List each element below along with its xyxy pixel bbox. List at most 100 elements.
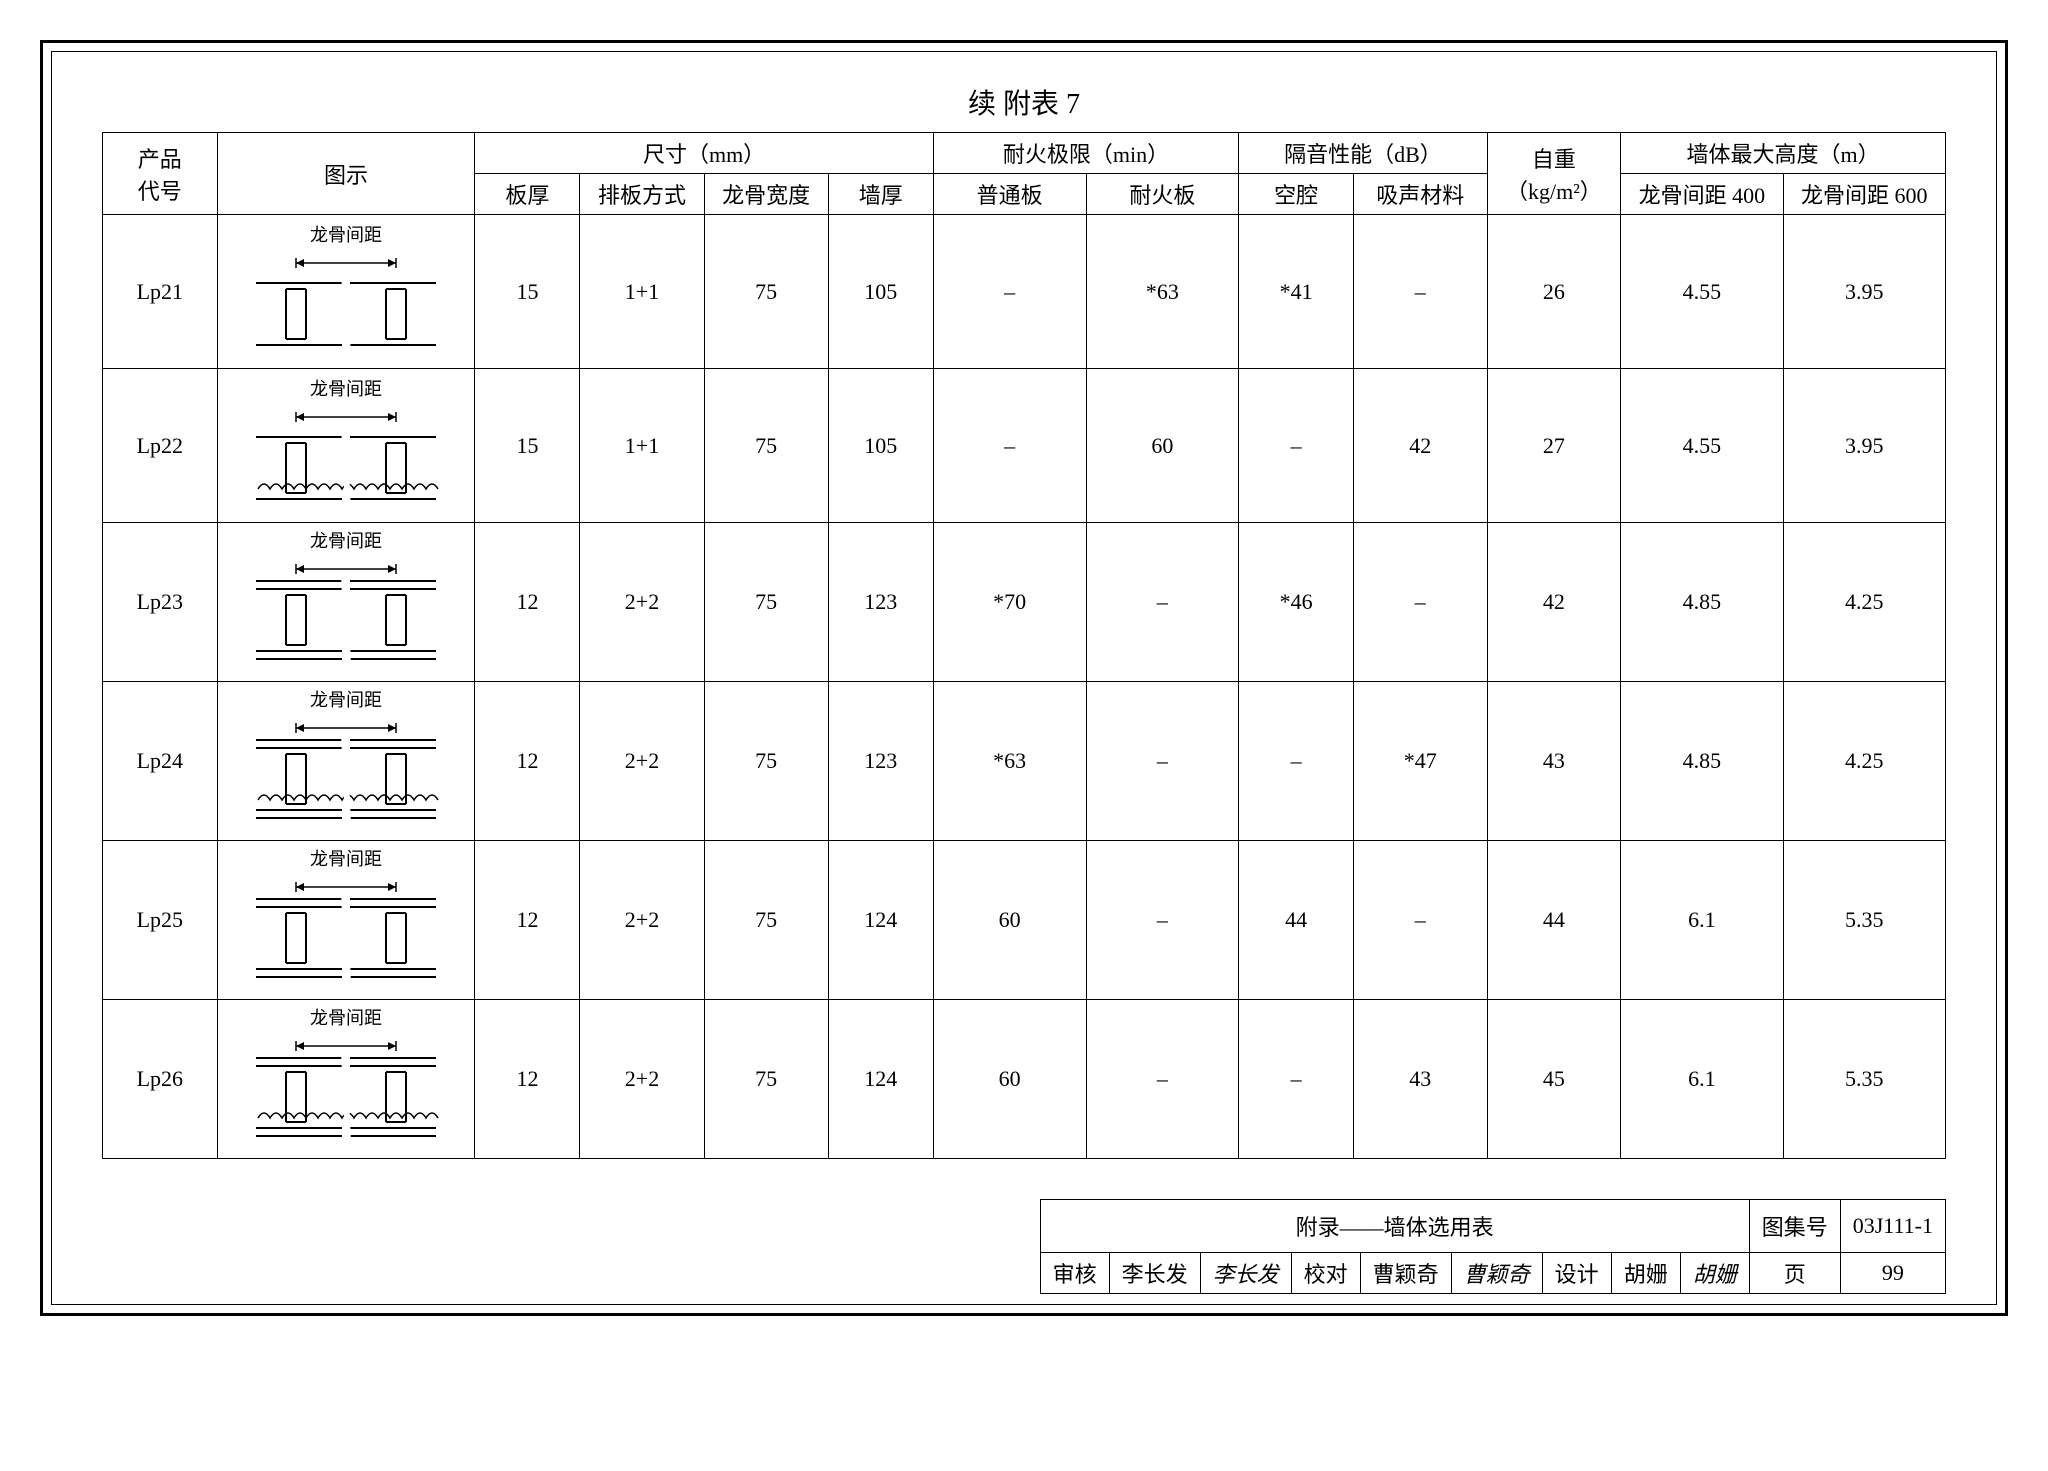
diagram-cell: 龙骨间距 — [217, 369, 475, 523]
cell: 6.1 — [1621, 841, 1783, 1000]
title-block-table: 附录——墙体选用表 图集号 03J111-1 审核 李长发 李长发 校对 曹颖奇… — [1040, 1199, 1946, 1294]
cell: 42 — [1353, 369, 1487, 523]
cell: 60 — [933, 1000, 1086, 1159]
review-signature: 李长发 — [1200, 1253, 1291, 1294]
outer-drawing-frame: 续 附表 7 产品代号 图示 尺寸（mm） 耐火极限（min） 隔音性能（dB）… — [40, 40, 2008, 1316]
hdr-fire: 耐火极限（min） — [933, 133, 1239, 174]
cell: 60 — [933, 841, 1086, 1000]
cell: *70 — [933, 523, 1086, 682]
cell: 15 — [475, 369, 580, 523]
table-row: Lp25龙骨间距122+27512460–44–446.15.35 — [103, 841, 1946, 1000]
review-name: 李长发 — [1109, 1253, 1200, 1294]
cell: – — [1353, 523, 1487, 682]
cell: – — [1086, 1000, 1239, 1159]
cell: 42 — [1487, 523, 1621, 682]
hdr-weight: 自重 （kg/m²） — [1487, 133, 1621, 215]
cell: – — [1086, 682, 1239, 841]
table-row: Lp22龙骨间距151+175105–60–42274.553.95 — [103, 369, 1946, 523]
cell: 5.35 — [1783, 1000, 1945, 1159]
table-row: Lp21龙骨间距151+175105–*63*41–264.553.95 — [103, 215, 1946, 369]
diagram-cell: 龙骨间距 — [217, 523, 475, 682]
cell: 3.95 — [1783, 215, 1945, 369]
cell: – — [933, 215, 1086, 369]
cell: 123 — [828, 682, 933, 841]
hdr-height-1: 龙骨间距 600 — [1783, 174, 1945, 215]
cell: Lp22 — [103, 369, 218, 523]
cell: – — [1239, 1000, 1354, 1159]
inner-drawing-frame: 续 附表 7 产品代号 图示 尺寸（mm） 耐火极限（min） 隔音性能（dB）… — [51, 51, 1997, 1305]
cell: *47 — [1353, 682, 1487, 841]
cell: 12 — [475, 523, 580, 682]
cell: 75 — [704, 215, 828, 369]
cell: 2+2 — [580, 682, 704, 841]
cell: 75 — [704, 1000, 828, 1159]
set-value: 03J111-1 — [1840, 1200, 1945, 1253]
table-title: 续 附表 7 — [102, 82, 1946, 122]
cell: *63 — [933, 682, 1086, 841]
cell: 75 — [704, 841, 828, 1000]
cell: 60 — [1086, 369, 1239, 523]
cell: – — [1086, 523, 1239, 682]
cell: 1+1 — [580, 369, 704, 523]
cell: Lp21 — [103, 215, 218, 369]
cell: 44 — [1487, 841, 1621, 1000]
page-label: 页 — [1749, 1253, 1840, 1294]
diagram-cell: 龙骨间距 — [217, 682, 475, 841]
cell: 4.55 — [1621, 215, 1783, 369]
table-row: Lp23龙骨间距122+275123*70–*46–424.854.25 — [103, 523, 1946, 682]
check-signature: 曹颖奇 — [1451, 1253, 1542, 1294]
spec-table: 产品代号 图示 尺寸（mm） 耐火极限（min） 隔音性能（dB） 自重 （kg… — [102, 132, 1946, 1159]
hdr-dimensions: 尺寸（mm） — [475, 133, 933, 174]
cell: 75 — [704, 523, 828, 682]
drawing-title: 附录——墙体选用表 — [1040, 1200, 1749, 1253]
cell: *63 — [1086, 215, 1239, 369]
cell: 3.95 — [1783, 369, 1945, 523]
hdr-weight-text: 自重 — [1532, 147, 1576, 172]
hdr-product-code: 产品代号 — [103, 133, 218, 215]
table-row: Lp26龙骨间距122+27512460––43456.15.35 — [103, 1000, 1946, 1159]
cell: 4.85 — [1621, 682, 1783, 841]
hdr-fire-1: 耐火板 — [1086, 174, 1239, 215]
review-label: 审核 — [1040, 1253, 1109, 1294]
hdr-height: 墙体最大高度（m） — [1621, 133, 1946, 174]
design-name: 胡姗 — [1611, 1253, 1680, 1294]
table-row: Lp24龙骨间距122+275123*63––*47434.854.25 — [103, 682, 1946, 841]
cell: 75 — [704, 682, 828, 841]
hdr-sound-1: 吸声材料 — [1353, 174, 1487, 215]
cell: – — [1239, 682, 1354, 841]
design-label: 设计 — [1542, 1253, 1611, 1294]
hdr-sound: 隔音性能（dB） — [1239, 133, 1487, 174]
cell: 124 — [828, 841, 933, 1000]
table-body: Lp21龙骨间距151+175105–*63*41–264.553.95Lp22… — [103, 215, 1946, 1159]
cell: 27 — [1487, 369, 1621, 523]
cell: 5.35 — [1783, 841, 1945, 1000]
check-label: 校对 — [1291, 1253, 1360, 1294]
cell: 4.25 — [1783, 682, 1945, 841]
diagram-cell: 龙骨间距 — [217, 1000, 475, 1159]
hdr-dim-2: 龙骨宽度 — [704, 174, 828, 215]
cell: 123 — [828, 523, 933, 682]
hdr-height-0: 龙骨间距 400 — [1621, 174, 1783, 215]
cell: Lp25 — [103, 841, 218, 1000]
hdr-dim-1: 排板方式 — [580, 174, 704, 215]
cell: 1+1 — [580, 215, 704, 369]
cell: 43 — [1487, 682, 1621, 841]
cell: 105 — [828, 369, 933, 523]
page-value: 99 — [1840, 1253, 1945, 1294]
diagram-cell: 龙骨间距 — [217, 215, 475, 369]
cell: – — [1239, 369, 1354, 523]
hdr-dim-0: 板厚 — [475, 174, 580, 215]
design-signature: 胡姗 — [1680, 1253, 1749, 1294]
hdr-weight-unit: （kg/m²） — [1506, 179, 1602, 204]
cell: 12 — [475, 841, 580, 1000]
cell: – — [933, 369, 1086, 523]
cell: 15 — [475, 215, 580, 369]
cell: – — [1353, 841, 1487, 1000]
cell: 2+2 — [580, 841, 704, 1000]
hdr-fire-0: 普通板 — [933, 174, 1086, 215]
cell: 12 — [475, 682, 580, 841]
cell: – — [1086, 841, 1239, 1000]
hdr-sound-0: 空腔 — [1239, 174, 1354, 215]
cell: 4.85 — [1621, 523, 1783, 682]
cell: *46 — [1239, 523, 1354, 682]
